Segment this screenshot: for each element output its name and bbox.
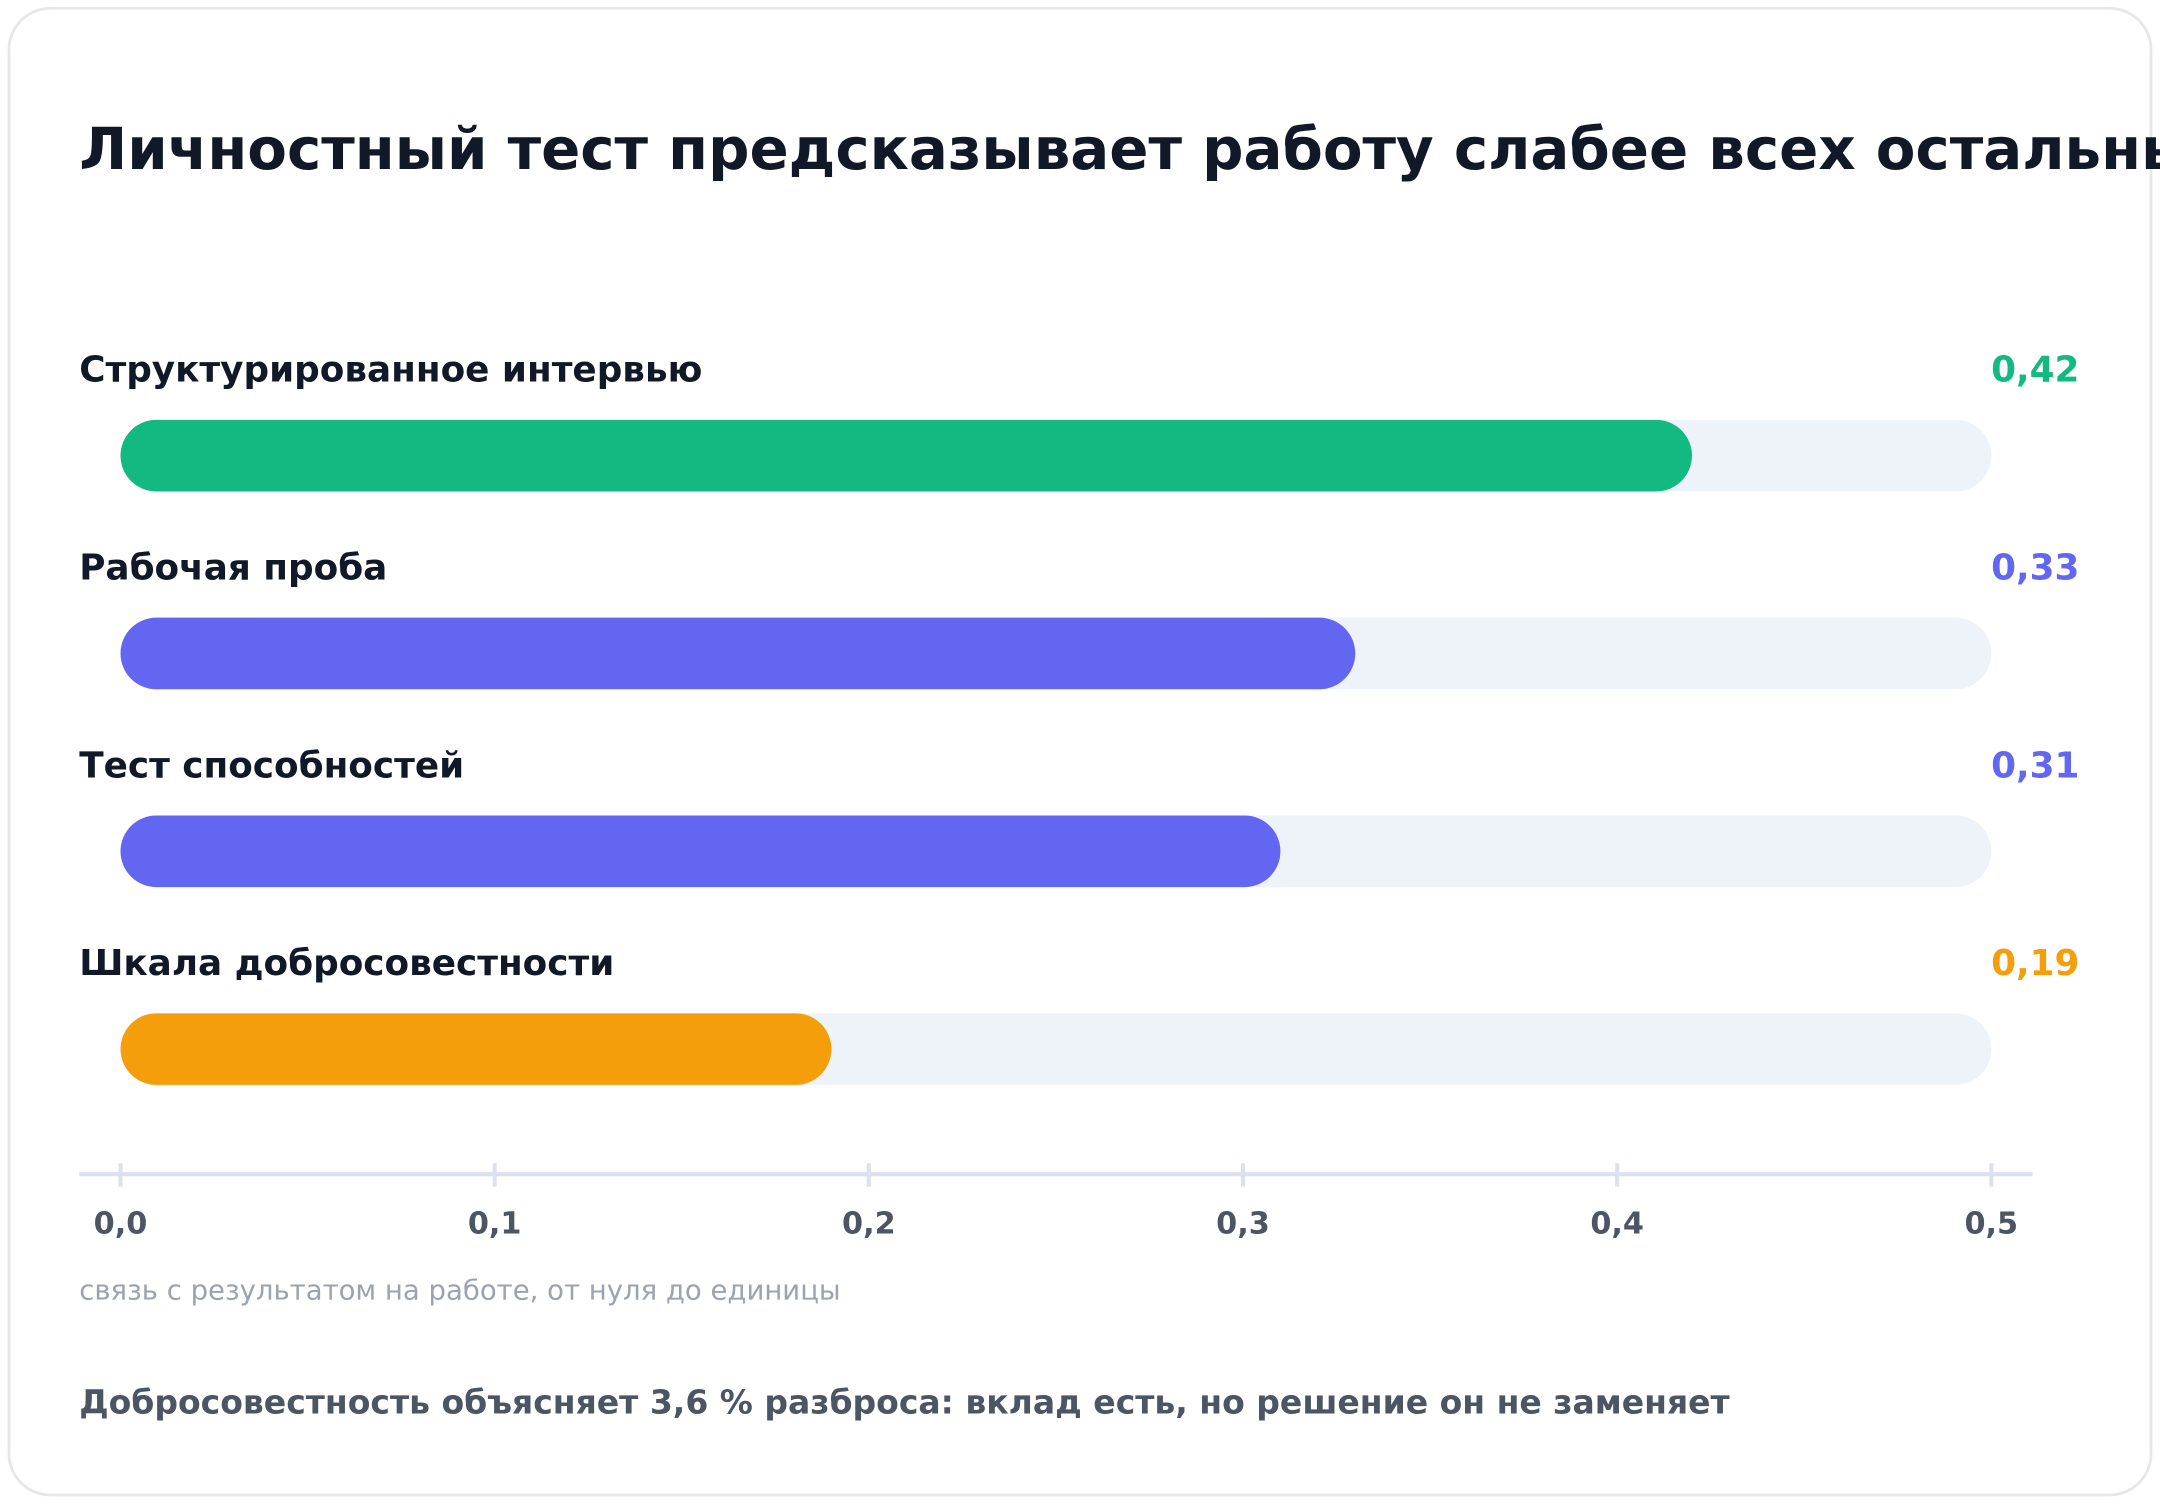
x-tick-label: 0,5 (1964, 1207, 2018, 1242)
bar (120, 815, 1281, 888)
footnote: Добросовестность объясняет 3,6 % разброс… (79, 1383, 1729, 1422)
x-tick-label: 0,2 (842, 1207, 896, 1242)
card (7, 6, 2153, 1497)
x-axis-label: связь с результатом на работе, от нуля д… (79, 1274, 840, 1306)
category-label: Структурированное интервью (79, 350, 702, 391)
category-label: Тест способностей (79, 745, 464, 786)
bar (120, 617, 1356, 690)
category-label: Рабочая проба (79, 547, 387, 588)
category-label: Шкала добросовестности (79, 943, 614, 984)
bar (120, 419, 1692, 492)
bar (120, 1013, 832, 1085)
chart-title: Личностный тест предсказывает работу сла… (79, 115, 2160, 183)
value-label: 0,42 (1991, 350, 2079, 391)
x-tick-label: 0,0 (94, 1207, 148, 1242)
x-tick-label: 0,4 (1590, 1207, 1644, 1242)
value-label: 0,19 (1991, 943, 2079, 984)
x-tick-label: 0,1 (468, 1207, 522, 1242)
x-tick-label: 0,3 (1216, 1207, 1270, 1242)
value-label: 0,33 (1991, 547, 2079, 588)
value-label: 0,31 (1991, 745, 2079, 786)
